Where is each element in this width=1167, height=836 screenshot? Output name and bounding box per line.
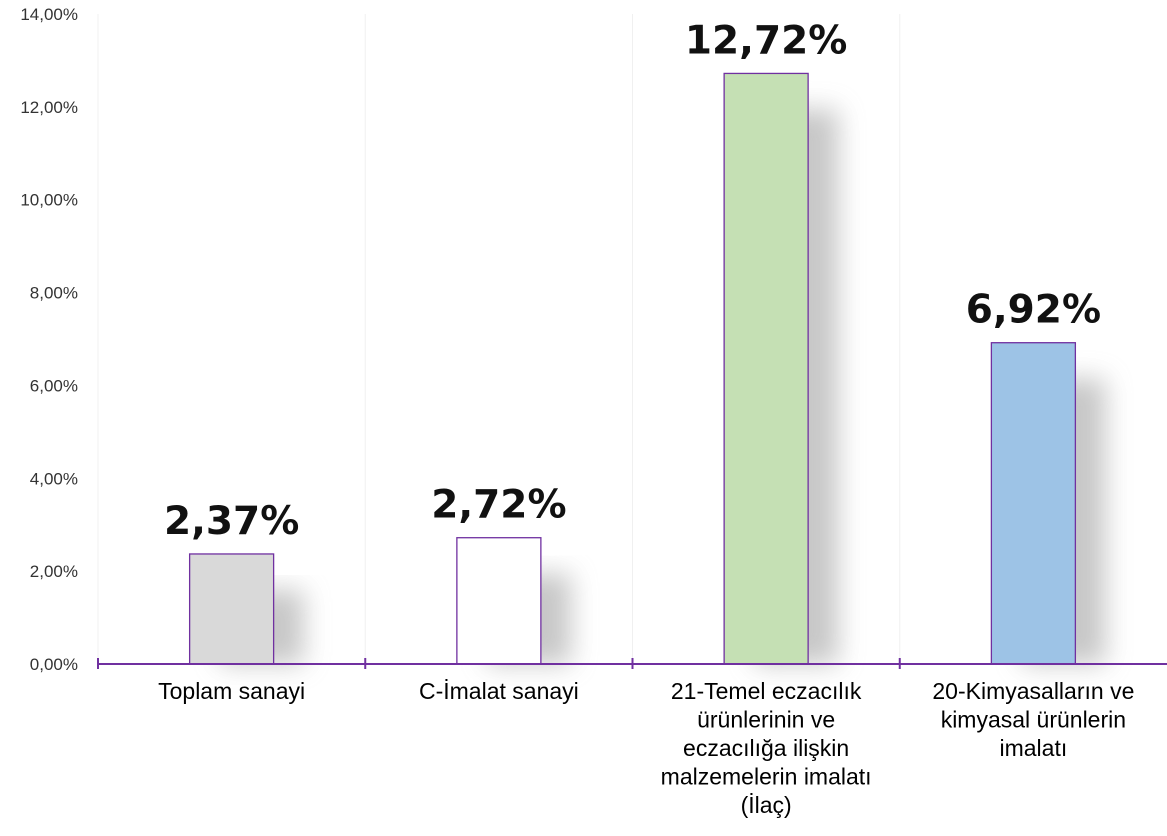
category-label: 21-Temel eczacılık [671,678,862,704]
category-label: (İlaç) [741,792,792,818]
data-label: 12,72% [685,18,847,63]
y-tick-label: 4,00% [30,469,78,488]
category-label: C-İmalat sanayi [419,678,579,704]
category-label: malzemelerin imalatı [661,764,872,790]
y-tick-label: 10,00% [20,191,78,210]
y-tick-label: 2,00% [30,562,78,581]
y-tick-label: 0,00% [30,655,78,674]
bar [188,553,275,665]
y-tick-label: 12,00% [20,98,78,117]
bar [456,537,542,665]
category-label: Toplam sanayi [158,678,305,704]
category-label: kimyasal ürünlerin [941,707,1126,733]
bar-shadows [219,109,1106,664]
category-label: 20-Kimyasalların ve [932,678,1134,704]
bars [188,72,1077,665]
data-labels: 2,37% 2,72% 12,72% 6,92% [164,18,1101,544]
y-tick-label: 6,00% [30,376,78,395]
category-label: ürünlerinin ve [697,707,835,733]
category-labels: Toplam sanayi C-İmalat sanayi 21-Temel ecz… [158,678,1134,818]
data-label: 2,72% [431,483,566,528]
category-label: eczacılığa ilişkin [683,735,849,761]
category-separators [97,14,901,664]
category-label: imalatı [1000,735,1068,761]
data-label: 2,37% [164,499,299,544]
bar [723,72,809,665]
y-tick-label: 8,00% [30,284,78,303]
y-tick-label: 14,00% [20,5,78,24]
bar [990,342,1077,665]
y-axis-tick-labels: 0,00% 2,00% 4,00% 6,00% 8,00% 10,00% 12,00% 14,… [20,5,78,674]
data-label: 6,92% [966,288,1101,333]
x-axis-tick-marks [97,658,901,669]
